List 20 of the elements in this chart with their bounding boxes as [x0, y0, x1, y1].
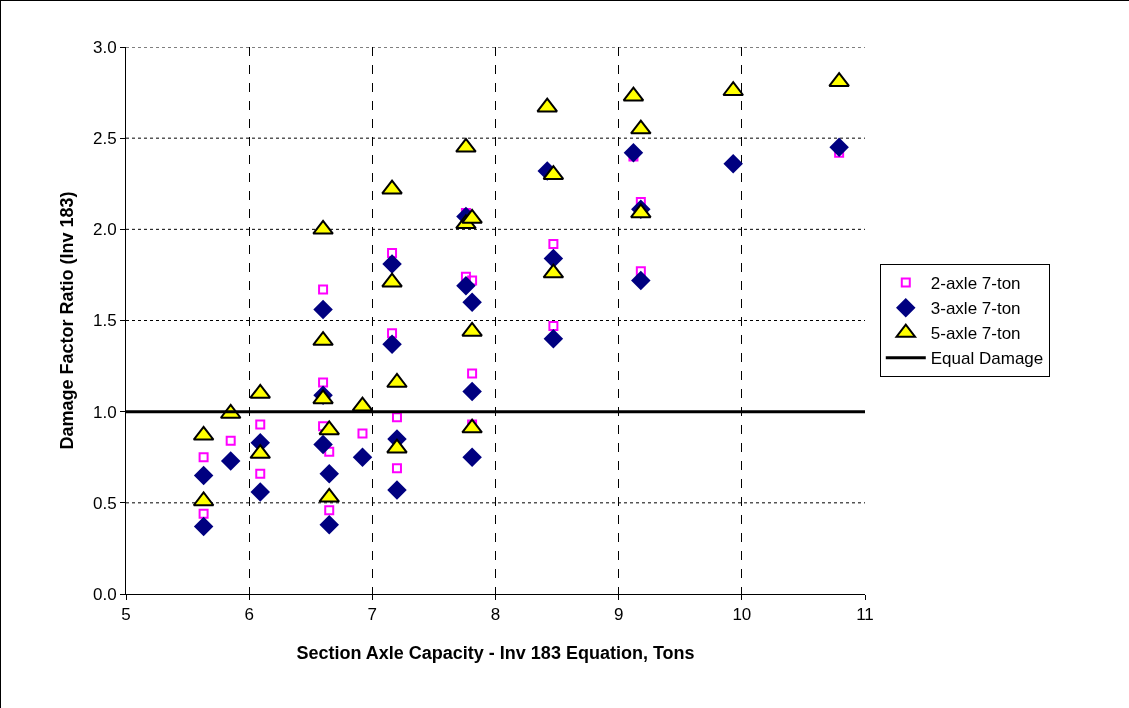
- y-tick-label: 3.0: [92, 37, 117, 57]
- legend-label: 5-axle 7-ton: [930, 324, 1021, 344]
- y-tick-label: 2.5: [92, 129, 117, 149]
- y-tick-label: 0.0: [92, 584, 117, 604]
- y-tick-label: 1.5: [92, 311, 117, 331]
- y-tick-label: 2.0: [92, 220, 117, 240]
- x-tick-label: 6: [244, 605, 254, 625]
- x-tick-label: 8: [490, 605, 501, 625]
- y-tick-label: 0.5: [92, 493, 117, 513]
- x-tick-label: 10: [732, 605, 752, 625]
- x-tick-label: 7: [367, 605, 378, 625]
- y-tick-label: 1.0: [92, 402, 117, 422]
- legend-label: Equal Damage: [930, 349, 1044, 369]
- x-tick-label: 11: [856, 605, 874, 625]
- x-axis-title: Section Axle Capacity - Inv 183 Equation, Tons: [296, 642, 695, 663]
- x-tick-label: 5: [121, 605, 131, 625]
- legend-label: 2-axle 7-ton: [930, 274, 1021, 294]
- legend-label: 3-axle 7-ton: [930, 299, 1021, 319]
- x-tick-label: 9: [613, 605, 624, 625]
- y-axis-title: Damage Factor Ratio (Inv 183): [57, 191, 78, 450]
